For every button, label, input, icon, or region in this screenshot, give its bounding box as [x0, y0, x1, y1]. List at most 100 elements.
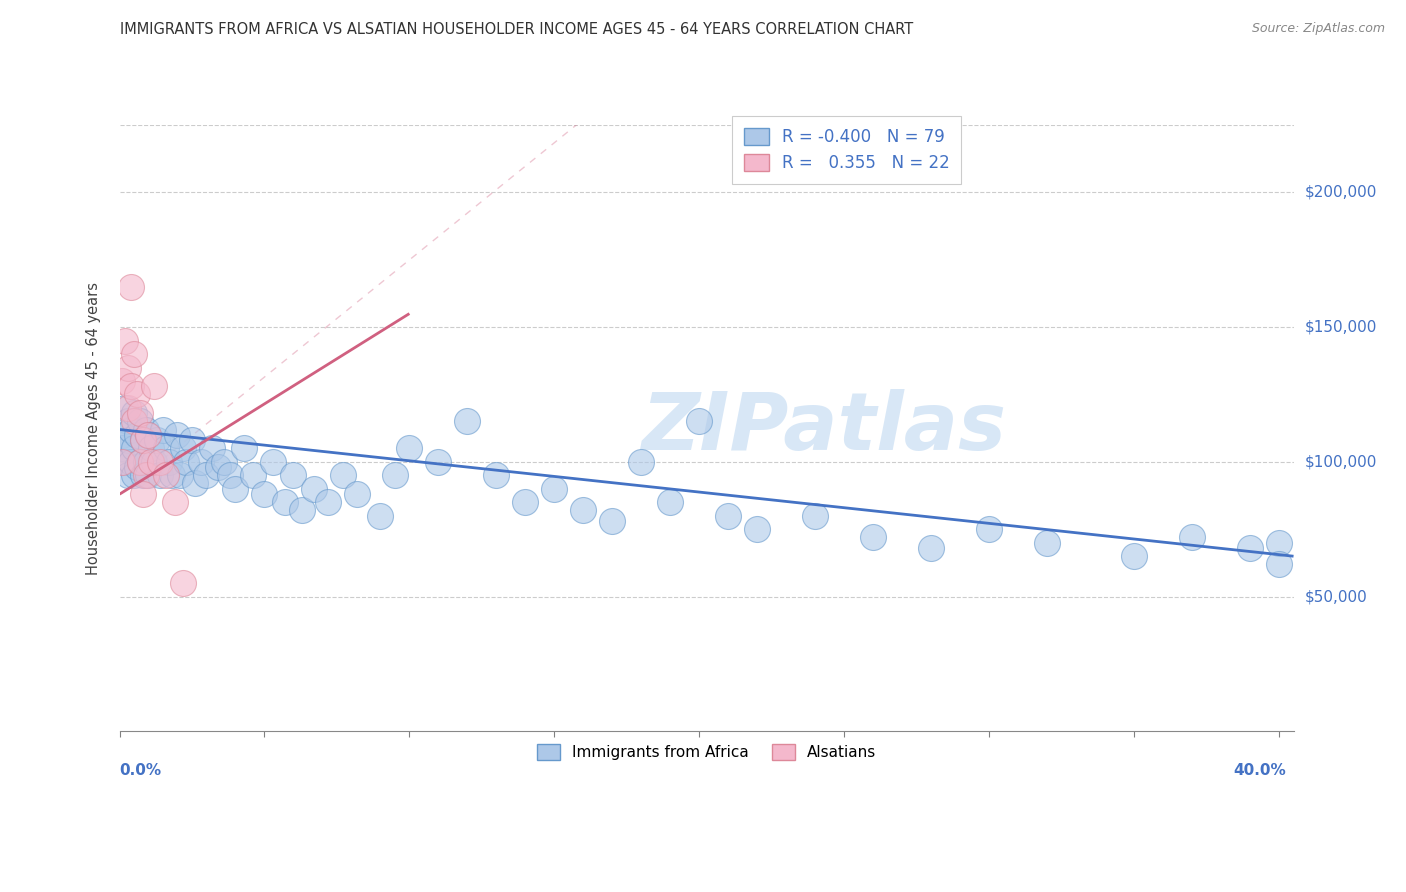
Point	[233, 442, 256, 456]
Point	[120, 379, 142, 393]
Point	[384, 468, 406, 483]
Point	[456, 414, 478, 428]
Point	[1268, 558, 1291, 572]
Point	[138, 428, 160, 442]
Point	[131, 487, 153, 501]
Point	[262, 455, 284, 469]
Point	[143, 455, 166, 469]
Point	[515, 495, 537, 509]
Point	[122, 406, 145, 420]
Point	[184, 476, 207, 491]
Point	[804, 508, 827, 523]
Point	[120, 423, 142, 437]
Point	[370, 508, 392, 523]
Point	[131, 468, 153, 483]
Point	[111, 428, 134, 442]
Point	[117, 434, 139, 448]
Text: $200,000: $200,000	[1305, 185, 1376, 200]
Point	[163, 495, 186, 509]
Point	[543, 482, 565, 496]
Point	[572, 503, 595, 517]
Point	[111, 455, 134, 469]
Point	[747, 522, 769, 536]
Point	[125, 428, 148, 442]
Point	[111, 374, 134, 388]
Point	[242, 468, 264, 483]
Point	[128, 406, 150, 420]
Point	[659, 495, 682, 509]
Point	[135, 455, 157, 469]
Point	[181, 434, 204, 448]
Point	[122, 414, 145, 428]
Point	[218, 468, 240, 483]
Point	[212, 455, 235, 469]
Point	[174, 455, 197, 469]
Point	[114, 401, 136, 415]
Point	[149, 468, 172, 483]
Point	[135, 423, 157, 437]
Point	[485, 468, 508, 483]
Point	[114, 455, 136, 469]
Point	[131, 434, 153, 448]
Text: $150,000: $150,000	[1305, 319, 1376, 334]
Point	[141, 442, 163, 456]
Point	[128, 455, 150, 469]
Point	[195, 468, 218, 483]
Point	[274, 495, 297, 509]
Point	[122, 347, 145, 361]
Text: 0.0%: 0.0%	[120, 763, 162, 778]
Point	[717, 508, 740, 523]
Point	[122, 442, 145, 456]
Point	[138, 468, 160, 483]
Point	[117, 401, 139, 415]
Point	[117, 468, 139, 483]
Point	[1123, 549, 1146, 564]
Text: 40.0%: 40.0%	[1233, 763, 1286, 778]
Point	[1181, 530, 1204, 544]
Point	[600, 514, 623, 528]
Point	[152, 423, 174, 437]
Point	[253, 487, 276, 501]
Text: $100,000: $100,000	[1305, 454, 1376, 469]
Point	[172, 442, 194, 456]
Point	[117, 360, 139, 375]
Point	[630, 455, 652, 469]
Point	[1268, 535, 1291, 549]
Point	[160, 468, 183, 483]
Point	[398, 442, 420, 456]
Point	[146, 434, 169, 448]
Text: IMMIGRANTS FROM AFRICA VS ALSATIAN HOUSEHOLDER INCOME AGES 45 - 64 YEARS CORRELA: IMMIGRANTS FROM AFRICA VS ALSATIAN HOUSE…	[120, 22, 912, 37]
Point	[114, 334, 136, 348]
Point	[316, 495, 339, 509]
Point	[131, 434, 153, 448]
Point	[920, 541, 942, 555]
Text: ZIPatlas: ZIPatlas	[641, 389, 1007, 467]
Point	[427, 455, 450, 469]
Point	[125, 387, 148, 401]
Point	[111, 442, 134, 456]
Point	[128, 414, 150, 428]
Point	[141, 455, 163, 469]
Point	[1239, 541, 1261, 555]
Y-axis label: Householder Income Ages 45 - 64 years: Householder Income Ages 45 - 64 years	[86, 282, 101, 574]
Point	[120, 455, 142, 469]
Point	[157, 455, 180, 469]
Point	[201, 442, 224, 456]
Point	[979, 522, 1001, 536]
Point	[138, 428, 160, 442]
Point	[332, 468, 354, 483]
Point	[224, 482, 246, 496]
Point	[1036, 535, 1059, 549]
Point	[346, 487, 368, 501]
Point	[117, 414, 139, 428]
Point	[155, 468, 177, 483]
Text: Source: ZipAtlas.com: Source: ZipAtlas.com	[1251, 22, 1385, 36]
Point	[149, 455, 172, 469]
Point	[122, 468, 145, 483]
Point	[291, 503, 314, 517]
Point	[283, 468, 305, 483]
Point	[143, 379, 166, 393]
Point	[172, 576, 194, 591]
Point	[688, 414, 710, 428]
Point	[125, 460, 148, 475]
